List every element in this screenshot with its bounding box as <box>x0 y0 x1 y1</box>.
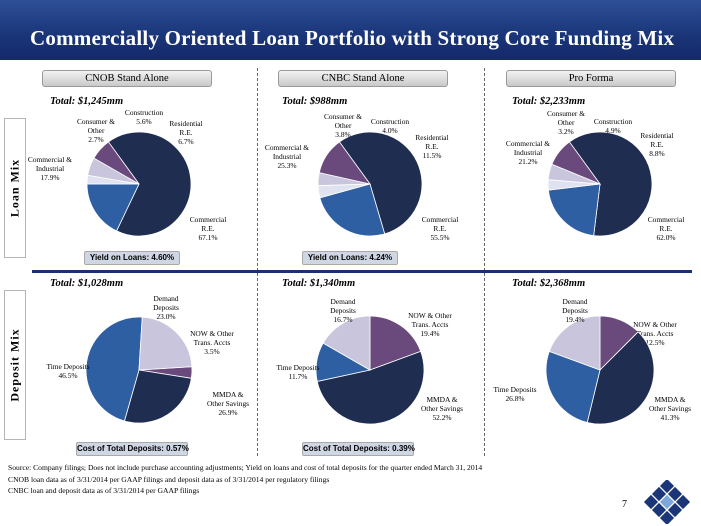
deposit-total-cnbc: Total: $1,340mm <box>282 278 356 289</box>
pie-slice-label: MMDA & Other Savings 26.9% <box>207 390 249 417</box>
pie-slice-label: Residential R.E. 6.7% <box>169 119 202 146</box>
loan-mix-pie-pro-forma: Commercial R.E. 62.0% Commercial & Industria… <box>506 109 684 242</box>
row-label-text: Deposit Mix <box>7 328 22 402</box>
pie-slice-label: Consumer & Other 3.8% <box>324 112 362 139</box>
pie-slice-label: NOW & Other Trans. Accts 19.4% <box>408 311 452 338</box>
loan-mix-pie-cnob: Commercial R.E. 67.1% Commercial & Industria… <box>28 108 226 242</box>
pie-slice-residential-re <box>551 141 602 185</box>
pie-slice-label: Commercial R.E. 62.0% <box>648 215 685 242</box>
deposit-mix-pie-cnbc: NOW & Other Trans. Accts 19.4% MMDA & Other … <box>276 297 463 425</box>
pie-slice-label: Demand Deposits 19.4% <box>562 297 588 324</box>
pie-slice-label: Commercial & Industrial 21.2% <box>506 139 550 166</box>
title-bar: Commercially Oriented Loan Portfolio wit… <box>0 0 701 60</box>
loan-total-pro-forma: Total: $2,233mm <box>512 96 586 107</box>
pie-slice-demand <box>322 315 371 371</box>
deposit-total-cnob: Total: $1,028mm <box>50 278 124 289</box>
pie-slice-label: Residential R.E. 8.8% <box>640 131 673 158</box>
pie-slice-mmda <box>123 369 192 424</box>
pie-slice-commercial-re <box>568 131 653 237</box>
pie-slice-label: Commercial & Industrial 17.9% <box>28 155 72 182</box>
deposit-total-pro-forma: Total: $2,368mm <box>512 278 586 289</box>
yield-on-loans-cnbc: Yield on Loans: 4.24% <box>302 251 398 265</box>
footnote: Source: Company filings; Does not includ… <box>8 463 483 472</box>
cost-of-deposits-cnob: Cost of Total Deposits: 0.57% <box>76 442 189 456</box>
column-header-pro-forma: Pro Forma <box>506 70 676 87</box>
row-divider <box>32 270 692 273</box>
deposit-mix-pie-pro-forma: NOW & Other Trans. Accts 12.5% MMDA & Other … <box>493 297 691 425</box>
column-header-cnob: CNOB Stand Alone <box>42 70 212 87</box>
footnotes: Source: Company filings; Does not includ… <box>8 462 482 497</box>
pie-slice-demand <box>138 316 193 371</box>
row-label-deposit-mix: Deposit Mix <box>4 290 26 440</box>
pie-slice-label: Time Deposits 26.8% <box>493 385 536 403</box>
pie-slice-label: Time Deposits 46.5% <box>46 362 89 380</box>
cost-of-deposits-cnbc: Cost of Total Deposits: 0.39% <box>302 442 415 456</box>
pie-slice-commercial-industrial <box>86 183 140 232</box>
pie-slice-label: Commercial & Industrial 25.3% <box>265 143 309 170</box>
pie-slice-label: MMDA & Other Savings 52.2% <box>421 395 463 422</box>
pie-slice-label: Commercial R.E. 55.5% <box>422 215 459 242</box>
pie-slice-label: Commercial R.E. 67.1% <box>190 215 227 242</box>
pie-slice-residential-re <box>318 141 371 185</box>
page-number: 7 <box>622 499 627 510</box>
company-logo <box>643 480 691 524</box>
loan-total-cnbc: Total: $988mm <box>282 96 348 107</box>
page-title: Commercially Oriented Loan Portfolio wit… <box>30 26 675 50</box>
pie-slice-label: Time Deposits 11.7% <box>276 363 319 381</box>
pie-slice-demand <box>548 315 601 371</box>
pie-slice-label: Construction 4.0% <box>371 117 409 135</box>
pie-slice-mmda <box>316 350 425 425</box>
deposit-mix-pie-cnob: NOW & Other Trans. Accts 3.5% MMDA & Other S… <box>46 294 249 424</box>
row-label-text: Loan Mix <box>7 158 22 218</box>
pie-slice-label: MMDA & Other Savings 41.3% <box>649 395 691 422</box>
column-header-cnbc: CNBC Stand Alone <box>278 70 448 87</box>
pie-slice-label: Construction 4.9% <box>594 117 632 135</box>
pie-slice-label: Demand Deposits 23.0% <box>153 294 179 321</box>
pie-slice-label: NOW & Other Trans. Accts 3.5% <box>190 329 234 356</box>
yield-on-loans-cnob: Yield on Loans: 4.60% <box>84 251 180 265</box>
pie-slice-label: Consumer & Other 2.7% <box>77 117 115 144</box>
pie-slice-label: Residential R.E. 11.5% <box>415 133 448 160</box>
pie-slice-label: Construction 5.6% <box>125 108 163 126</box>
footnote: CNOB loan data as of 3/31/2014 per GAAP … <box>8 474 330 484</box>
row-label-loan-mix: Loan Mix <box>4 118 26 258</box>
column-divider <box>484 68 485 456</box>
pie-slice-label: Demand Deposits 16.7% <box>330 297 356 324</box>
pie-slice-commercial-industrial <box>319 183 386 237</box>
pie-slice-commercial-industrial <box>547 183 601 237</box>
column-divider <box>257 68 258 456</box>
pie-slice-label: Consumer & Other 3.2% <box>547 109 585 136</box>
loan-mix-pie-cnbc: Commercial R.E. 55.5% Commercial & Industria… <box>265 112 458 242</box>
pie-slice-mmda <box>586 331 655 425</box>
pie-slice-time-deposits <box>545 350 601 423</box>
pie-slice-commercial-re <box>107 131 192 237</box>
pie-slice-commercial-re <box>338 131 423 235</box>
pie-slice-now-trans <box>369 315 422 371</box>
footnote: CNBC loan and deposit data as of 3/31/20… <box>8 486 200 495</box>
loan-total-cnob: Total: $1,245mm <box>50 96 124 107</box>
pie-slice-time-deposits <box>85 316 143 422</box>
pie-slice-residential-re <box>93 141 140 185</box>
pie-slice-label: NOW & Other Trans. Accts 12.5% <box>633 320 677 347</box>
